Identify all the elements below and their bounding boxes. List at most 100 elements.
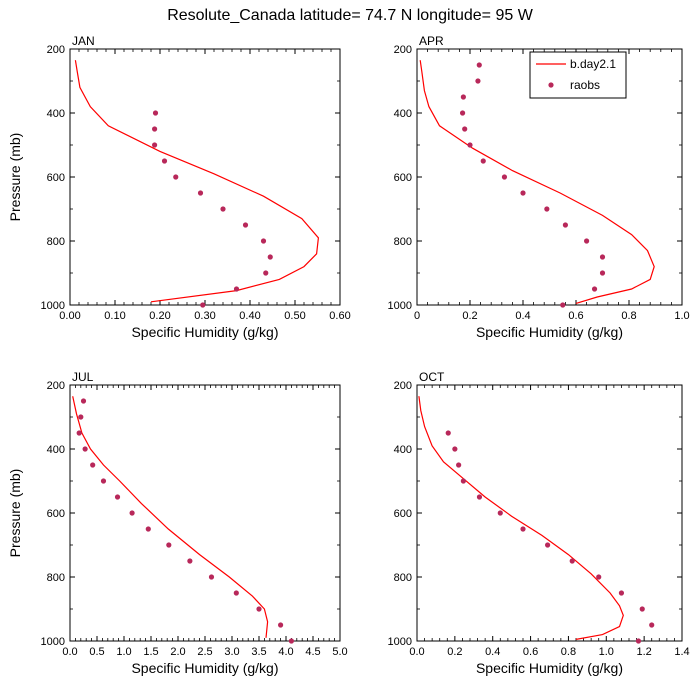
x-tick-label: 0.4: [515, 310, 530, 322]
raobs-point: [90, 462, 96, 468]
panel-title: JAN: [72, 34, 95, 48]
raobs-point: [639, 606, 645, 612]
x-tick-label: 0.6: [523, 646, 538, 658]
x-axis-label: Specific Humidity (g/kg): [476, 660, 623, 676]
raobs-point: [497, 510, 503, 516]
plot-frame: [69, 48, 341, 306]
x-tick-label: 0.00: [59, 310, 80, 322]
raobs-point: [480, 158, 486, 164]
x-tick-label: 2.0: [170, 646, 185, 658]
model-profile-line: [72, 396, 269, 638]
x-tick-label: 0.5: [89, 646, 104, 658]
raobs-point: [260, 238, 267, 244]
x-tick-label: 1.0: [599, 646, 614, 658]
x-tick-label: 0.0: [409, 646, 424, 658]
x-tick-label: 1.0: [674, 310, 689, 322]
x-tick-label: 0.6: [568, 310, 583, 322]
raobs-point: [152, 126, 158, 132]
raobs-point: [459, 110, 466, 116]
raobs-point: [467, 142, 473, 148]
raobs-point: [161, 158, 168, 164]
raobs-point: [200, 302, 206, 308]
model-profile-line: [419, 60, 655, 304]
panel-oct: OCT 0.0 0.2 0.4 0.6 0.8 1.0 1.2 1.4 200 400 600 800 1…: [388, 370, 690, 676]
raobs-point: [129, 510, 135, 516]
y-axis-label: Pressure (mb): [7, 133, 23, 222]
raobs-point: [173, 174, 179, 180]
x-tick-label: 0.4: [485, 646, 500, 658]
x-tick-label: 1.4: [674, 646, 689, 658]
x-tick-label: 0.8: [561, 646, 576, 658]
raobs-point: [544, 206, 550, 212]
y-tick-label: 400: [394, 444, 412, 456]
y-tick-label: 600: [47, 172, 65, 184]
legend-obs-label: raobs: [570, 78, 600, 92]
raobs-point: [520, 190, 526, 196]
panel-jul: JUL 0.0 0.5 1.0 1.5 2.0 2.5 3.0 3.5 4.0 4.5 5.0 200 4…: [7, 370, 348, 676]
x-tick-label: 4.5: [305, 646, 320, 658]
panel-title: APR: [419, 34, 444, 48]
y-tick-label: 800: [47, 572, 65, 584]
x-tick-label: 0.60: [329, 310, 350, 322]
y-tick-label: 600: [394, 508, 412, 520]
raobs-point: [618, 590, 625, 596]
raobs-point: [596, 574, 602, 580]
raobs-point: [460, 478, 466, 484]
raobs-point: [569, 558, 575, 564]
x-tick-label: 4.0: [278, 646, 293, 658]
raobs-point: [476, 62, 482, 68]
y-tick-label: 200: [47, 44, 65, 56]
x-tick-label: 0.0: [62, 646, 77, 658]
y-axis-label: Pressure (mb): [7, 469, 23, 558]
panel-jan: JAN 0.00 0.10 0.20 0.30 0.40 0.50 0.60 200 400 600…: [7, 34, 351, 340]
legend: b.day2.1 raobs: [529, 51, 627, 99]
raobs-point: [197, 190, 204, 196]
raobs-point: [545, 542, 551, 548]
x-axis-label: Specific Humidity (g/kg): [476, 324, 623, 340]
raobs-point: [560, 302, 566, 308]
raobs-point: [256, 606, 262, 612]
raobs-point: [76, 430, 82, 436]
raobs-point: [649, 622, 655, 628]
raobs-point: [82, 446, 88, 452]
y-tick-label: 400: [47, 444, 65, 456]
x-tick-label: 0.10: [104, 310, 125, 322]
y-tick-label: 400: [47, 108, 65, 120]
raobs-point: [445, 430, 451, 436]
raobs-point: [152, 110, 159, 116]
y-tick-label: 800: [394, 572, 412, 584]
y-tick-label: 1000: [41, 636, 65, 648]
x-tick-label: 0.8: [621, 310, 636, 322]
raobs-point: [208, 574, 215, 580]
y-tick-label: 600: [394, 172, 412, 184]
y-tick-label: 600: [47, 508, 65, 520]
raobs-point: [233, 286, 240, 292]
x-tick-label: 2.5: [197, 646, 212, 658]
y-tick-label: 200: [394, 44, 412, 56]
x-tick-label: 0.2: [447, 646, 462, 658]
raobs-point: [220, 206, 226, 212]
raobs-point: [599, 270, 606, 276]
raobs-point: [476, 494, 483, 500]
raobs-point: [166, 542, 172, 548]
raobs-point: [114, 494, 121, 500]
x-tick-label: 3.5: [251, 646, 266, 658]
x-tick-label: 1.2: [636, 646, 651, 658]
raobs-point: [187, 558, 193, 564]
x-axis-label: Specific Humidity (g/kg): [131, 660, 278, 676]
raobs-point: [278, 622, 284, 628]
x-tick-label: 0.2: [462, 310, 477, 322]
raobs-point: [152, 142, 158, 148]
raobs-point: [267, 254, 273, 260]
raobs-point: [242, 222, 249, 228]
raobs-point: [520, 526, 526, 532]
raobs-point: [591, 286, 598, 292]
raobs-point: [80, 398, 87, 404]
y-tick-label: 1000: [41, 300, 65, 312]
legend-obs-swatch: [548, 82, 554, 88]
legend-model-label: b.day2.1: [570, 57, 616, 71]
x-axis-label: Specific Humidity (g/kg): [131, 324, 278, 340]
model-profile-line: [418, 396, 624, 640]
